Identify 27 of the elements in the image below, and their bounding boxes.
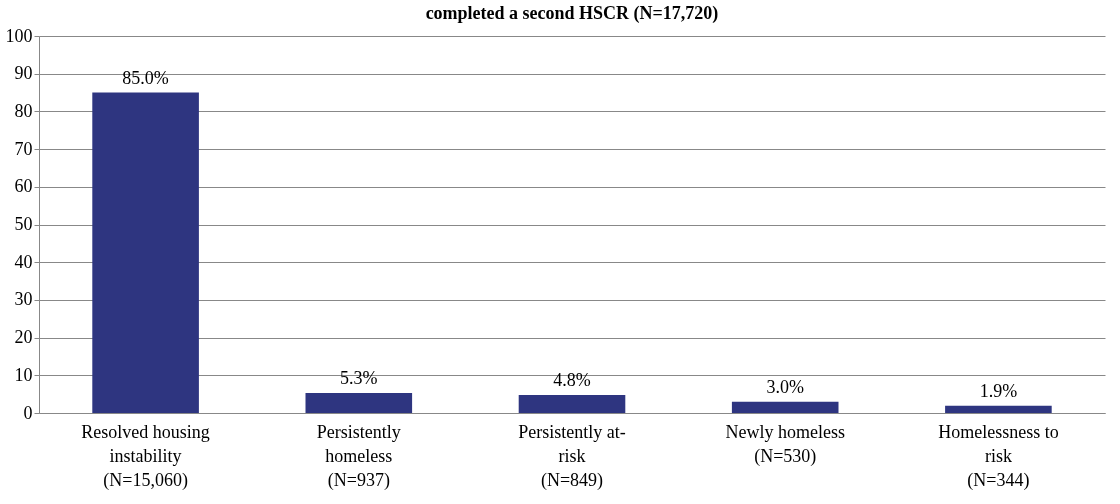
y-tick-label: 70	[14, 138, 33, 159]
x-tick-label: Homelessness to risk (N=344)	[938, 421, 1059, 491]
y-tick-label: 0	[23, 402, 33, 423]
data-label: 85.0%	[122, 67, 169, 88]
chart-title: completed a second HSCR (N=17,720)	[425, 3, 719, 24]
y-tick-label: 60	[14, 176, 33, 197]
bar	[945, 405, 1052, 413]
y-tick-label: 80	[14, 100, 33, 121]
x-tick-label: Persistently homeless (N=937)	[316, 421, 401, 491]
bar	[518, 394, 626, 413]
y-tick-label: 10	[14, 364, 33, 385]
y-tick-label: 20	[14, 327, 33, 348]
bar	[305, 393, 413, 413]
bar	[731, 401, 839, 413]
x-tick-label: Newly homeless (N=530)	[725, 421, 845, 467]
y-tick-label: 50	[14, 214, 33, 234]
data-label: 4.8%	[553, 369, 591, 390]
data-label: 5.3%	[340, 368, 378, 389]
bar	[92, 92, 199, 413]
data-label: 1.9%	[979, 380, 1018, 401]
x-tick-label: Resolved housing instability (N=15,060)	[81, 421, 210, 491]
y-tick-label: 30	[14, 289, 33, 310]
y-tick-label: 100	[5, 25, 33, 46]
data-label: 3.0%	[766, 376, 804, 397]
y-tick-label: 90	[14, 63, 33, 84]
y-tick-label: 40	[14, 251, 33, 272]
x-tick-label: Persistently at- risk (N=849)	[518, 421, 626, 491]
